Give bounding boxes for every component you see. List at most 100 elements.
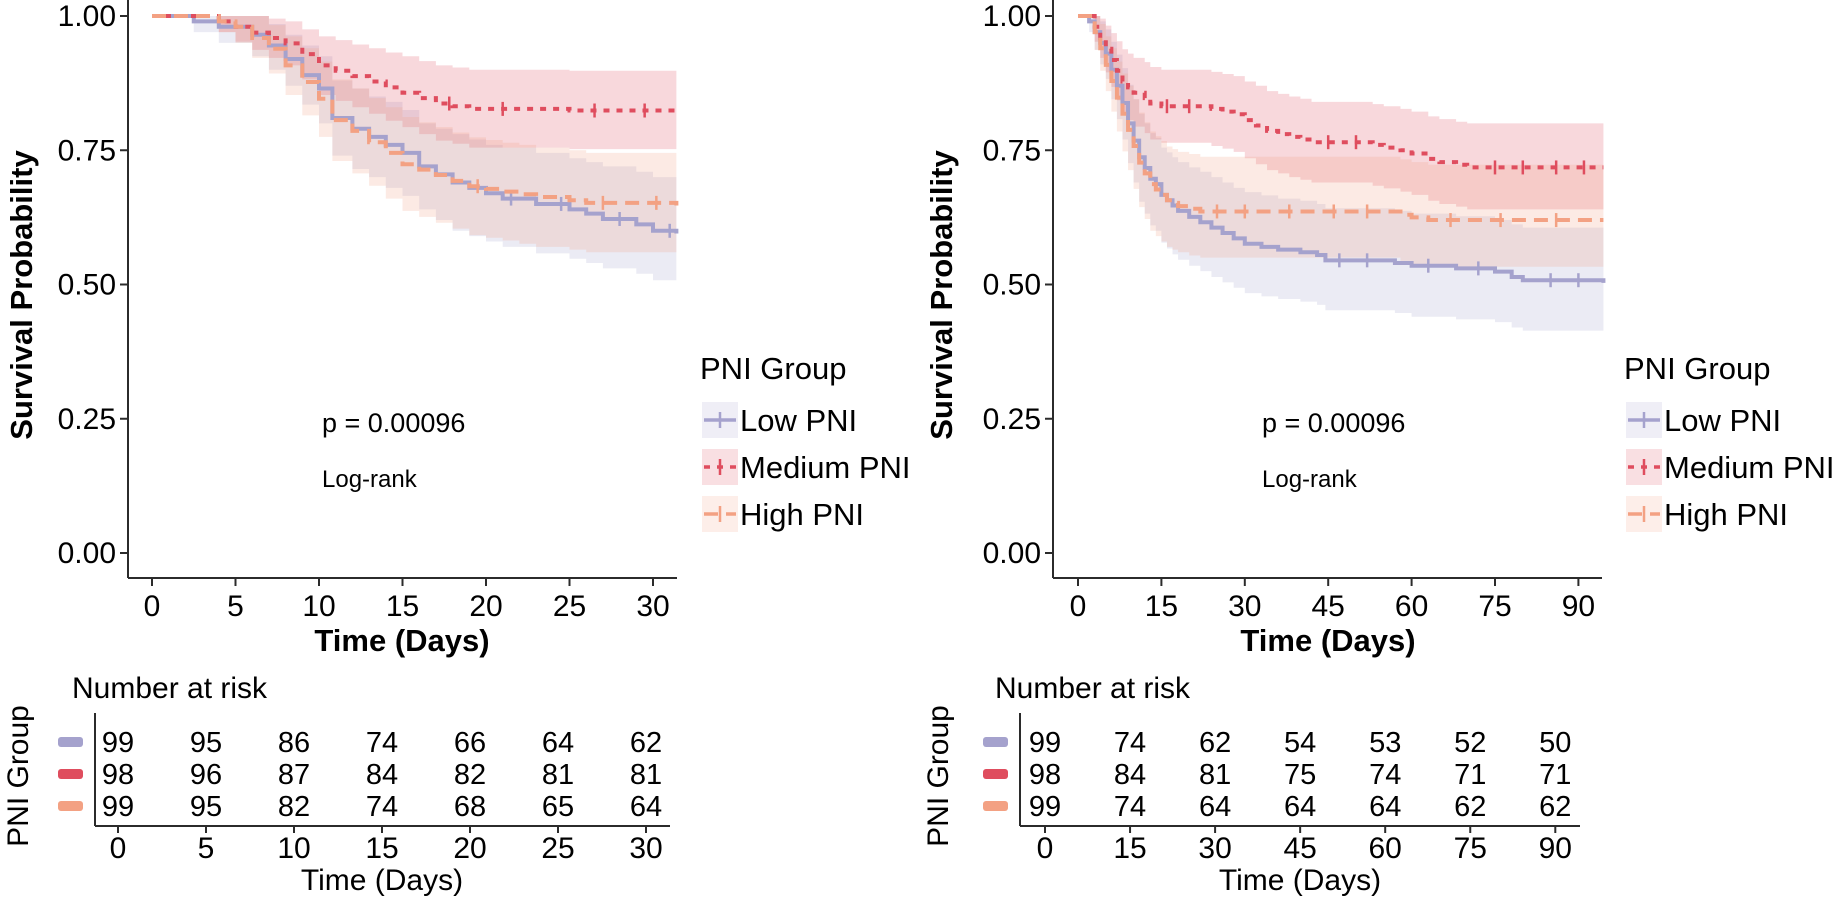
left-x-axis-title: Time (Days) (314, 623, 489, 658)
y-tick-label: 0.25 (983, 403, 1041, 436)
risk-count-high: 99 (1029, 791, 1061, 823)
risk-count-medium: 81 (1199, 759, 1231, 791)
y-tick-label: 0.50 (983, 269, 1041, 302)
risk-count-low: 86 (278, 727, 310, 759)
left-y-axis-title: Survival Probability (4, 150, 39, 440)
right-pvalue-label: p = 0.00096 (1262, 408, 1405, 438)
y-tick-label: 0.75 (58, 134, 116, 167)
left-legend-item-medium: Medium PNI (740, 450, 911, 485)
risk-table-key-low (58, 737, 83, 747)
risk-table-key-high (983, 801, 1008, 811)
x-tick-label: 0 (144, 590, 161, 623)
right-risk-table-x-title: Time (Days) (1219, 864, 1381, 897)
risk-count-low: 64 (542, 727, 574, 759)
x-tick-label: 75 (1478, 590, 1511, 623)
risk-count-high: 62 (1539, 791, 1571, 823)
right-legend-item-low: Low PNI (1664, 403, 1781, 438)
right-risk-table-y-title: PNI Group (922, 705, 955, 847)
risk-count-low: 99 (102, 727, 134, 759)
risk-count-high: 95 (190, 791, 222, 823)
right-legend-item-medium: Medium PNI (1664, 450, 1835, 485)
y-tick-label: 0.00 (58, 537, 116, 570)
risk-table-tick-label: 0 (110, 832, 127, 865)
risk-count-low: 74 (366, 727, 398, 759)
risk-count-medium: 81 (542, 759, 574, 791)
left-legend-item-low: Low PNI (740, 403, 857, 438)
right-y-axis-title: Survival Probability (924, 150, 959, 440)
y-tick-label: 1.00 (58, 0, 116, 33)
left-risk-table-y-title: PNI Group (2, 705, 35, 847)
risk-table-tick-label: 15 (1113, 832, 1146, 865)
risk-count-low: 54 (1284, 727, 1316, 759)
risk-count-medium: 81 (630, 759, 662, 791)
y-tick-label: 0.50 (58, 269, 116, 302)
risk-table-tick-label: 45 (1283, 832, 1316, 865)
risk-count-high: 74 (366, 791, 398, 823)
risk-count-medium: 96 (190, 759, 222, 791)
x-tick-label: 25 (553, 590, 586, 623)
risk-count-low: 99 (1029, 727, 1061, 759)
risk-table-tick-label: 30 (629, 832, 662, 865)
x-tick-label: 15 (386, 590, 419, 623)
y-tick-label: 0.00 (983, 537, 1041, 570)
x-tick-label: 30 (1228, 590, 1261, 623)
km-curve-low (1078, 14, 1606, 283)
risk-count-medium: 98 (1029, 759, 1061, 791)
km-curve-high (152, 14, 679, 206)
risk-table-tick-label: 90 (1539, 832, 1572, 865)
risk-count-high: 65 (542, 791, 574, 823)
risk-table-tick-label: 0 (1037, 832, 1054, 865)
left-legend-item-high: High PNI (740, 497, 864, 532)
x-tick-label: 60 (1395, 590, 1428, 623)
km-curve-high (1078, 14, 1604, 223)
left-risk-table-title: Number at risk (72, 672, 268, 705)
left-risk-table-x-title: Time (Days) (301, 864, 463, 897)
risk-table-key-low (983, 737, 1008, 747)
risk-table-tick-label: 30 (1198, 832, 1231, 865)
risk-table-tick-label: 60 (1369, 832, 1402, 865)
confidence-band-low (1078, 16, 1604, 333)
km-curve-medium (152, 14, 677, 113)
right-legend-item-high: High PNI (1664, 497, 1788, 532)
risk-count-low: 74 (1114, 727, 1146, 759)
risk-count-low: 50 (1539, 727, 1571, 759)
confidence-band-low (152, 16, 677, 283)
risk-count-medium: 82 (454, 759, 486, 791)
risk-count-low: 95 (190, 727, 222, 759)
risk-count-high: 82 (278, 791, 310, 823)
risk-table-tick-label: 20 (453, 832, 486, 865)
confidence-band-high (1078, 16, 1604, 267)
risk-count-high: 64 (1284, 791, 1316, 823)
risk-count-medium: 71 (1539, 759, 1571, 791)
risk-table-tick-label: 10 (277, 832, 310, 865)
risk-count-high: 62 (1454, 791, 1486, 823)
right-km-plot: 0.00 0.25 0.50 0.75 1.00 0 15 30 45 60 75 90 0 15 30 45… (983, 0, 1662, 865)
risk-count-low: 62 (630, 727, 662, 759)
x-tick-label: 15 (1145, 590, 1178, 623)
risk-count-high: 64 (1199, 791, 1231, 823)
risk-count-low: 52 (1454, 727, 1486, 759)
x-tick-label: 45 (1312, 590, 1345, 623)
risk-table-key-high (58, 801, 83, 811)
risk-count-medium: 98 (102, 759, 134, 791)
right-legend-title: PNI Group (1624, 351, 1770, 386)
y-tick-label: 1.00 (983, 0, 1041, 33)
risk-table-key-medium (58, 769, 83, 779)
y-tick-label: 0.25 (58, 403, 116, 436)
risk-count-high: 68 (454, 791, 486, 823)
risk-count-medium: 71 (1454, 759, 1486, 791)
risk-table-tick-label: 5 (198, 832, 215, 865)
x-tick-label: 0 (1070, 590, 1087, 623)
left-km-plot: 0.00 0.25 0.50 0.75 1.00 0 5 10 15 20 25 30 0 5 10 15 20… (58, 0, 738, 865)
risk-count-high: 64 (630, 791, 662, 823)
x-tick-label: 90 (1562, 590, 1595, 623)
left-legend-title: PNI Group (700, 351, 846, 386)
x-tick-label: 5 (227, 590, 244, 623)
confidence-band-medium (1078, 16, 1604, 210)
risk-count-low: 66 (454, 727, 486, 759)
right-risk-table-title: Number at risk (995, 672, 1191, 705)
x-tick-label: 20 (469, 590, 502, 623)
risk-count-medium: 75 (1284, 759, 1316, 791)
km-curve-low (152, 14, 679, 234)
